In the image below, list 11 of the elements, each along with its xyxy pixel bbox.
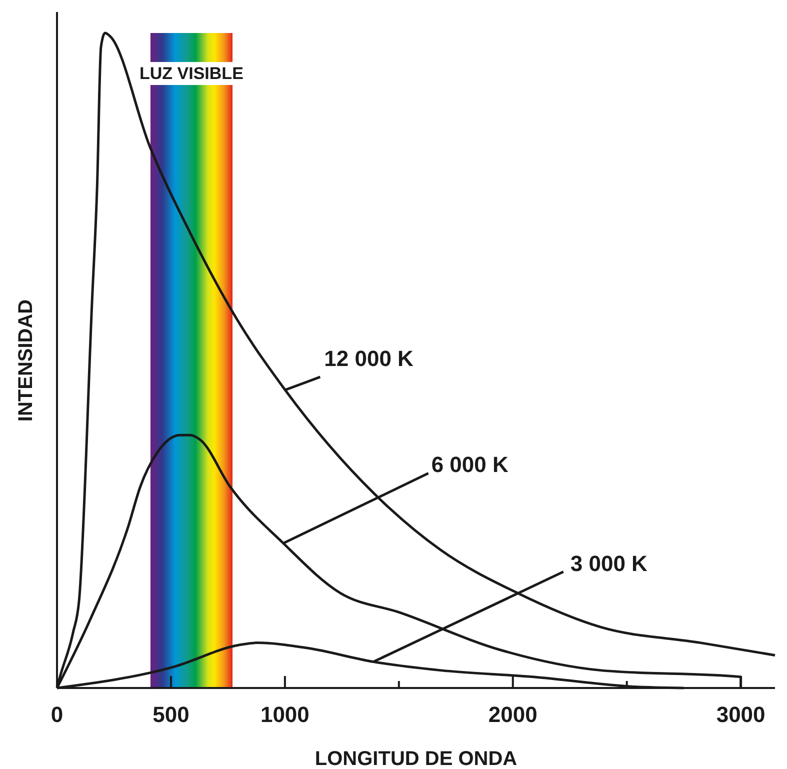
x-tick-label: 2000 <box>488 702 538 727</box>
x-axis-title: LONGITUD DE ONDA <box>314 748 518 769</box>
annotation: 12 000 K <box>324 346 414 371</box>
y-axis-title: INTENSIDAD <box>15 299 37 422</box>
annotation: 6 000 K <box>431 452 509 478</box>
x-tick-label: 3000 <box>716 702 766 727</box>
x-tick-label: 1000 <box>260 702 310 727</box>
x-tick-label: 500 <box>152 702 190 727</box>
x-tick-label: 0 <box>50 702 64 727</box>
annotation: 3 000 K <box>570 550 648 576</box>
band-label: LUZ VISIBLE <box>140 64 244 83</box>
